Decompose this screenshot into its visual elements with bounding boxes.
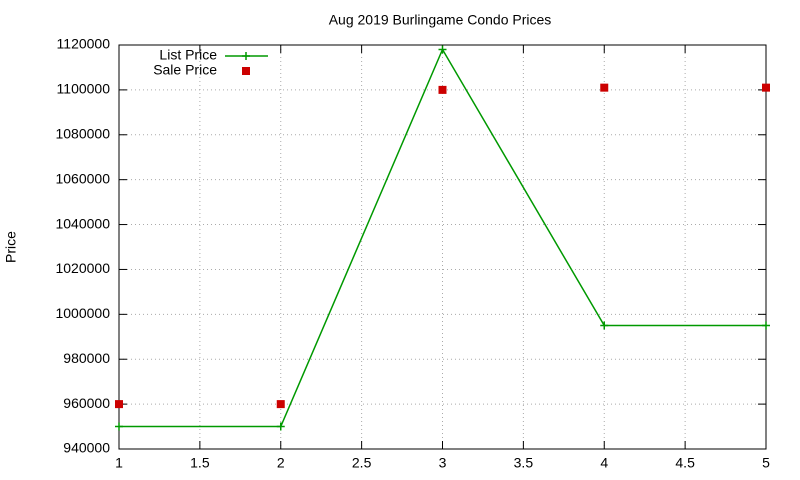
data-point [115, 422, 123, 431]
data-point [438, 85, 447, 94]
y-tick-label: 940000 [63, 440, 110, 456]
x-tick-label: 3 [439, 455, 447, 471]
data-point [762, 321, 770, 330]
data-point [600, 83, 609, 92]
y-tick-label: 1040000 [55, 215, 110, 231]
x-tick-label: 1 [115, 455, 123, 471]
chart-title: Aug 2019 Burlingame Condo Prices [329, 12, 552, 28]
x-tick-label: 4.5 [675, 455, 695, 471]
x-tick-label: 4 [600, 455, 608, 471]
y-axis-label: Price [3, 231, 19, 263]
data-point [762, 83, 770, 92]
plot-border [118, 44, 767, 450]
x-tick-label: 3.5 [514, 455, 534, 471]
legend-label: List Price [159, 47, 217, 63]
data-point [438, 45, 447, 54]
y-tick-label: 980000 [63, 350, 110, 366]
y-tick-label: 1080000 [55, 125, 110, 141]
data-point [276, 422, 285, 431]
x-tick-label: 5 [762, 455, 770, 471]
y-tick-label: 1020000 [55, 260, 110, 276]
y-tick-label: 960000 [63, 395, 110, 411]
data-point [276, 400, 285, 409]
y-tick-label: 1060000 [55, 170, 110, 186]
x-tick-label: 2.5 [352, 455, 372, 471]
data-point [600, 321, 609, 330]
y-tick-label: 1100000 [57, 81, 111, 97]
x-tick-label: 2 [277, 455, 285, 471]
x-tick-label: 1.5 [190, 455, 210, 471]
legend-marker [242, 52, 250, 60]
legend-label: Sale Price [153, 62, 217, 78]
y-tick-label: 1120000 [57, 36, 111, 52]
data-point [115, 400, 123, 409]
legend-marker [242, 67, 250, 75]
y-tick-label: 1000000 [55, 305, 110, 321]
